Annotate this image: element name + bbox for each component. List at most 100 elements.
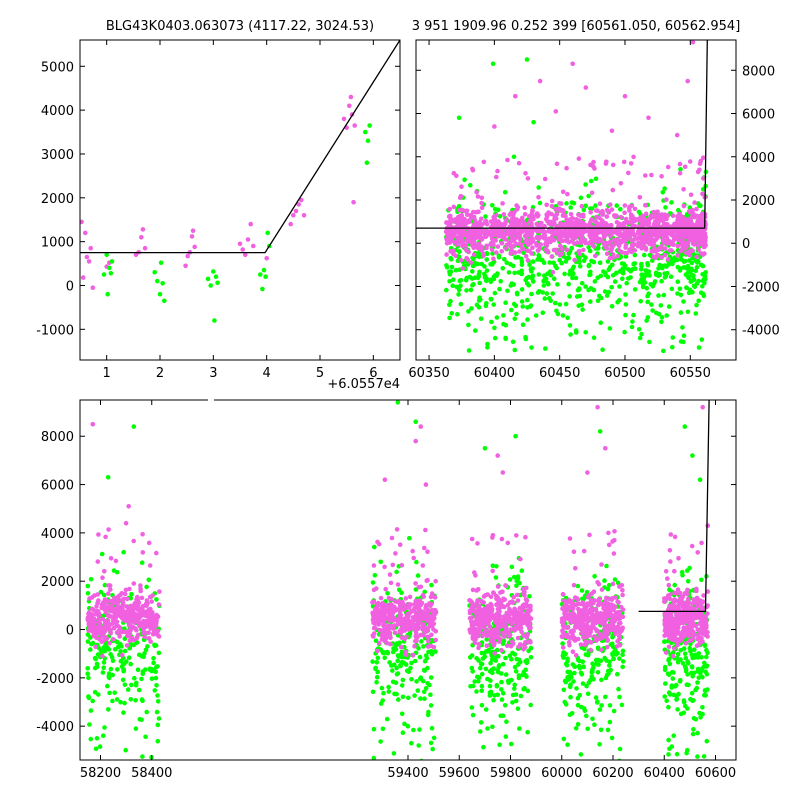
season-magenta-point <box>682 164 688 170</box>
full-green-point <box>98 648 104 653</box>
season-magenta-point <box>576 156 582 161</box>
full-magenta-point <box>384 629 390 635</box>
full-green-point <box>154 683 159 688</box>
season-magenta-point <box>519 245 524 250</box>
full-magenta-point <box>142 634 147 640</box>
season-magenta-point <box>662 252 668 258</box>
season-magenta-point <box>642 227 648 233</box>
season-green-point <box>588 286 594 291</box>
zoom-magenta-point <box>86 259 92 264</box>
full-magenta-point <box>426 602 432 607</box>
full-magenta-point <box>378 610 383 615</box>
season-green-point <box>694 260 700 265</box>
season-magenta-point <box>699 219 705 224</box>
zoom-green-point <box>162 298 167 304</box>
full-green-point <box>386 684 391 690</box>
full-green-point <box>121 662 126 667</box>
season-green-point <box>511 263 516 269</box>
full-green-point <box>428 692 433 697</box>
season-magenta-point <box>545 249 551 255</box>
full-green-point <box>372 544 377 550</box>
season-green-point <box>502 257 507 262</box>
season-y-tick-label: -2000 <box>742 280 780 295</box>
season-green-point <box>652 279 658 284</box>
full-green-point <box>599 677 604 683</box>
full-magenta-point <box>597 617 603 622</box>
season-green-point <box>638 298 643 304</box>
full-magenta-point <box>389 535 395 541</box>
full-magenta-point <box>106 527 111 532</box>
full-magenta-point <box>576 636 581 642</box>
full-magenta-point <box>560 634 565 640</box>
full-green-point <box>404 761 409 766</box>
full-green-point <box>487 693 493 698</box>
season-green-point <box>456 115 462 121</box>
season-green-point <box>510 339 516 345</box>
season-magenta-point <box>671 237 677 242</box>
season-green-point <box>544 291 550 296</box>
full-green-point <box>417 654 423 660</box>
full-magenta-point <box>89 595 95 600</box>
full-magenta-point <box>141 630 146 636</box>
full-green-point <box>501 691 506 696</box>
full-magenta-point <box>409 609 415 614</box>
season-magenta-point <box>544 202 549 208</box>
full-green-point <box>615 580 621 586</box>
full-magenta-point <box>571 549 577 554</box>
season-green-point <box>484 268 490 273</box>
season-magenta-point <box>650 241 656 246</box>
season-magenta-point <box>450 248 456 254</box>
full-green-point <box>682 651 688 656</box>
season-magenta-point <box>664 197 669 202</box>
season-magenta-point <box>675 237 681 242</box>
season-green-point <box>574 294 580 299</box>
full-magenta-point <box>575 597 581 602</box>
full-magenta-point <box>582 615 587 620</box>
season-green-point <box>519 271 524 277</box>
season-magenta-point <box>522 205 527 210</box>
zoom-magenta-point <box>348 94 354 100</box>
full-magenta-point <box>397 542 403 547</box>
season-green-point <box>444 265 450 270</box>
season-green-point <box>463 278 469 283</box>
season-green-point <box>564 201 569 206</box>
season-magenta-point <box>523 222 529 227</box>
full-green-point <box>118 699 123 705</box>
season-magenta-point <box>466 218 472 223</box>
full-magenta-point <box>472 628 478 633</box>
season-green-point <box>485 345 490 350</box>
season-magenta-point <box>604 214 610 219</box>
season-magenta-point <box>588 234 594 239</box>
season-magenta-point <box>621 159 627 165</box>
zoom-green-point <box>212 318 217 323</box>
full-magenta-point <box>136 619 141 624</box>
full-green-point <box>585 726 590 732</box>
season-magenta-point <box>681 187 686 192</box>
full-magenta-point <box>614 644 620 649</box>
season-green-point <box>488 297 494 302</box>
season-magenta-point <box>606 210 612 215</box>
full-magenta-point <box>108 556 114 561</box>
season-green-point <box>668 274 674 280</box>
full-green-point <box>156 650 162 656</box>
season-magenta-point <box>623 245 628 250</box>
season-magenta-point <box>618 181 624 186</box>
season-magenta-point <box>670 232 676 238</box>
full-green-point <box>490 724 495 730</box>
season-magenta-point <box>586 222 592 227</box>
full-magenta-point <box>131 581 137 586</box>
full-green-point <box>570 662 576 667</box>
full-green-point <box>666 752 671 757</box>
full-magenta-point <box>610 581 616 587</box>
full-green-point <box>151 660 156 666</box>
season-green-point <box>662 275 668 280</box>
season-magenta-point <box>512 250 518 255</box>
season-green-point <box>512 270 517 276</box>
full-green-point <box>402 721 407 727</box>
full-green-point <box>470 683 476 689</box>
full-green-point <box>478 661 484 666</box>
season-magenta-point <box>579 240 584 246</box>
full-magenta-point <box>433 578 439 584</box>
full-magenta-point <box>403 596 409 601</box>
full-green-point <box>404 668 410 673</box>
